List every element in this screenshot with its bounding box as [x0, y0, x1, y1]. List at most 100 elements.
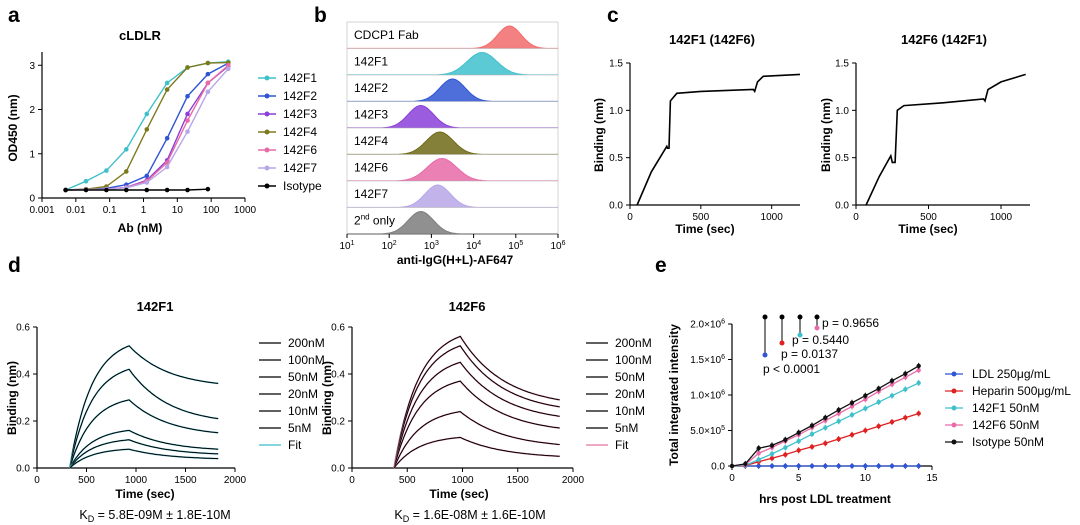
- chart-title: cLDLR: [119, 28, 162, 43]
- kd-text: = 5.8E-09M ± 1.8E-10M: [94, 508, 230, 522]
- data-point: [769, 455, 775, 461]
- data-point: [123, 169, 129, 174]
- significance-marker: [797, 332, 803, 338]
- x-tick-label: 102: [382, 240, 397, 252]
- data-point: [205, 71, 211, 77]
- x-tick-label: 104: [466, 240, 481, 252]
- trace-10nM: [393, 411, 560, 469]
- series-line-Isotype: [65, 188, 208, 191]
- chart-title: 142F1: [137, 299, 174, 314]
- histogram-row-frame: [346, 101, 559, 129]
- x-tick-label: 2000: [224, 475, 247, 486]
- histogram-peak: [413, 78, 492, 102]
- data-point: [916, 367, 921, 373]
- tick-exponent: 6: [721, 390, 725, 397]
- trace-10nM: [69, 439, 219, 469]
- data-point: [144, 187, 150, 193]
- x-tick-label: 5: [796, 473, 802, 484]
- p-value-label: p = 0.5440: [792, 333, 849, 347]
- data-point: [185, 118, 190, 123]
- tick-mantissa: 1.0×10: [690, 391, 721, 402]
- legend-label: Isotype: [283, 179, 322, 193]
- data-point: [889, 419, 895, 425]
- data-point: [225, 62, 231, 68]
- data-point: [83, 178, 89, 184]
- y-tick-label: 1: [29, 149, 35, 160]
- data-point: [783, 437, 788, 442]
- tick-exponent: 6: [721, 319, 725, 326]
- data-point: [889, 382, 895, 387]
- legend-marker: [264, 129, 270, 135]
- panel-e-chart: hrs post LDL treatment Total integrated …: [667, 314, 1071, 506]
- trace-5nM: [393, 436, 560, 469]
- data-point: [756, 446, 761, 451]
- legend-label: 20nM: [288, 387, 318, 401]
- data-point: [903, 415, 908, 420]
- y-tick-label: 1.0: [835, 106, 849, 117]
- legend-label: 142F6 50nM: [972, 418, 1039, 432]
- histogram-row-label: 142F4: [354, 134, 388, 148]
- x-axis-label: anti-IgG(H+L)-AF647: [397, 253, 514, 267]
- data-point: [185, 111, 190, 117]
- data-point: [144, 111, 150, 117]
- histogram-row-label: 142F7: [354, 187, 388, 201]
- legend-label-fit: Fit: [615, 438, 629, 452]
- x-tick-label: 1000: [234, 205, 257, 216]
- data-point: [205, 80, 211, 86]
- data-point: [185, 65, 190, 70]
- legend-marker: [951, 388, 957, 394]
- data-point: [876, 399, 881, 405]
- x-tick-label: 1500: [174, 475, 197, 486]
- y-tick-label: 0.4: [16, 370, 30, 381]
- y-tick-label: 3: [29, 61, 35, 72]
- legend-marker: [264, 183, 270, 189]
- legend-label: 5nM: [615, 421, 638, 435]
- data-point: [796, 438, 801, 444]
- panel-label-d: d: [8, 254, 21, 277]
- data-point: [796, 463, 801, 469]
- y-tick-label: 1.5: [609, 59, 623, 70]
- data-point: [225, 66, 231, 72]
- legend-label: 200nM: [615, 336, 652, 350]
- x-tick-label: 0: [627, 212, 633, 223]
- y-tick-label: 0.5: [835, 153, 849, 164]
- significance-marker: [779, 340, 785, 346]
- x-tick-label: 1000: [990, 212, 1013, 223]
- y-axis-label: Total integrated intensity: [667, 324, 681, 466]
- data-point: [823, 441, 828, 446]
- legend-label: 142F4: [283, 125, 317, 139]
- data-point: [783, 445, 788, 450]
- series-line-142F1: [65, 61, 229, 191]
- data-point: [849, 400, 855, 406]
- data-point: [123, 147, 129, 152]
- kd-sub: D: [403, 514, 410, 524]
- x-tick-label: 1000: [451, 475, 474, 486]
- y-axis-label: Binding (nm): [819, 98, 833, 172]
- data-point: [903, 463, 908, 469]
- x-tick-label: 500: [399, 475, 416, 486]
- data-point: [783, 463, 788, 469]
- data-point: [889, 463, 895, 469]
- label-part: only: [370, 214, 395, 228]
- panel-c2-chart: 142F6 (142F1) Time (sec) Binding (nm) 0 5…: [819, 32, 1030, 236]
- legend-label: 100nM: [288, 353, 325, 367]
- trace-200nM: [69, 345, 219, 469]
- data-point: [743, 461, 748, 467]
- histogram-row-label: CDCP1 Fab: [354, 28, 419, 42]
- x-tick-label: 105: [508, 240, 523, 252]
- x-tick-label: 100: [203, 205, 220, 216]
- x-tick-label: 500: [692, 212, 709, 223]
- x-tick-label: 106: [550, 240, 565, 252]
- binding-trace: [636, 73, 801, 206]
- data-point: [104, 187, 109, 193]
- tick-base: 10: [424, 241, 436, 252]
- histogram-row-frame: [346, 207, 559, 235]
- x-tick-label: 1500: [507, 475, 530, 486]
- trace-50nM: [69, 399, 219, 469]
- legend-label: 142F3: [283, 107, 317, 121]
- tick-exponent: 4: [477, 240, 481, 247]
- histogram-row-label: 142F1: [354, 55, 388, 69]
- histogram-peak: [382, 210, 460, 235]
- data-point: [185, 93, 190, 99]
- tick-mantissa: 5.0×10: [690, 426, 721, 437]
